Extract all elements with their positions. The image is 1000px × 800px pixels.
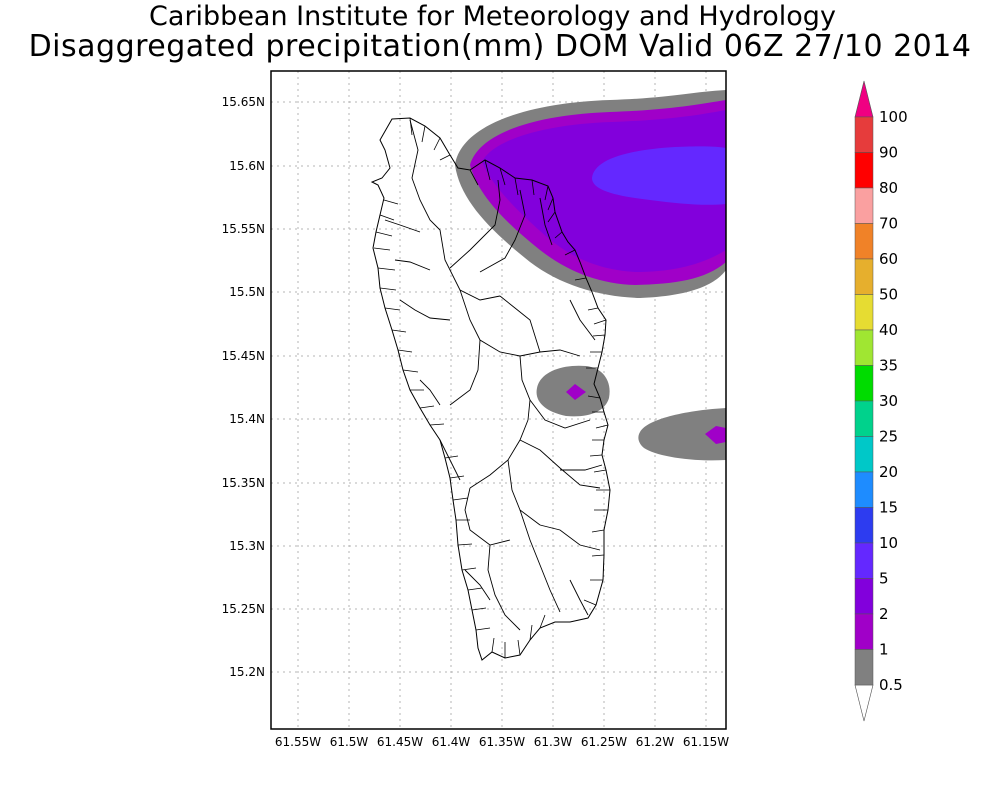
x-tick-label: 61.15W <box>683 735 729 749</box>
colorbar-label: 20 <box>879 463 898 481</box>
river-network <box>384 119 603 631</box>
colorbar-label: 100 <box>879 108 908 126</box>
colorbar-swatch <box>854 116 874 153</box>
colorbar-swatch <box>854 365 874 402</box>
colorbar-label: 25 <box>879 428 898 446</box>
y-axis-labels: 15.65N 15.6N 15.55N 15.5N 15.45N 15.4N 15.35N 1… <box>222 95 265 679</box>
colorbar-label: 50 <box>879 286 898 304</box>
island-outline <box>370 117 611 661</box>
x-tick-label: 61.55W <box>275 735 321 749</box>
y-tick-label: 15.3N <box>229 539 265 553</box>
x-tick-label: 61.45W <box>377 735 423 749</box>
x-tick-label: 61.2W <box>636 735 675 749</box>
y-tick-label: 15.65N <box>222 95 265 109</box>
y-tick-label: 15.45N <box>222 349 265 363</box>
x-tick-label: 61.3W <box>534 735 573 749</box>
y-tick-label: 15.5N <box>229 285 265 299</box>
y-tick-label: 15.35N <box>222 476 265 490</box>
x-axis-labels: 61.55W 61.5W 61.45W 61.4W 61.35W 61.3W 61.25W 6… <box>275 735 729 749</box>
x-tick-label: 61.25W <box>581 735 627 749</box>
map-title-line1: Caribbean Institute for Meteorology and … <box>149 1 836 32</box>
dominica-island <box>370 117 611 661</box>
x-tick-label: 61.5W <box>330 735 369 749</box>
y-tick-label: 15.6N <box>229 159 265 173</box>
y-tick-label: 15.4N <box>229 412 265 426</box>
precip-area-central-1 <box>566 384 586 400</box>
colorbar-swatch <box>854 294 874 331</box>
coastal-streams <box>373 117 610 658</box>
colorbar-label: 35 <box>879 357 898 375</box>
colorbar-legend: 100 90 80 70 60 50 40 35 30 25 20 15 10 5 2 1 0.5 <box>854 80 908 722</box>
colorbar-swatch <box>854 436 874 473</box>
y-tick-label: 15.55N <box>222 222 265 236</box>
colorbar-label: 30 <box>879 392 898 410</box>
colorbar-swatch <box>854 152 874 189</box>
colorbar-label: 60 <box>879 250 898 268</box>
precip-area-east-1 <box>705 426 726 444</box>
colorbar-swatch <box>854 542 874 579</box>
colorbar-label: 70 <box>879 215 898 233</box>
y-tick-label: 15.25N <box>222 602 265 616</box>
x-tick-label: 61.35W <box>479 735 525 749</box>
colorbar-swatch <box>854 471 874 508</box>
colorbar-top-arrow <box>854 80 874 118</box>
precip-area-east-0p5 <box>638 408 726 461</box>
colorbar-label: 1 <box>879 641 889 659</box>
colorbar-swatch <box>854 649 874 686</box>
colorbar-label: 40 <box>879 321 898 339</box>
colorbar-label: 90 <box>879 144 898 162</box>
colorbar-label: 2 <box>879 605 889 623</box>
map-title-line2: Disaggregated precipitation(mm) DOM Vali… <box>28 29 972 64</box>
colorbar-label: 5 <box>879 570 889 588</box>
colorbar-swatch <box>854 578 874 615</box>
colorbar-swatch <box>854 258 874 295</box>
colorbar-swatch <box>854 223 874 260</box>
colorbar-label: 15 <box>879 499 898 517</box>
precipitation-shading <box>455 90 726 461</box>
colorbar-label: 10 <box>879 534 898 552</box>
colorbar-label: 0.5 <box>879 676 903 694</box>
colorbar-swatch <box>854 507 874 544</box>
colorbar-swatch <box>854 329 874 366</box>
colorbar-swatch <box>854 400 874 437</box>
precip-area-5 <box>592 146 726 205</box>
colorbar-label: 80 <box>879 179 898 197</box>
colorbar-swatch <box>854 187 874 224</box>
plot-frame <box>270 70 727 730</box>
y-tick-label: 15.2N <box>229 665 265 679</box>
colorbar-swatch <box>854 613 874 650</box>
colorbar-bottom-arrow <box>854 684 874 722</box>
x-tick-label: 61.4W <box>432 735 471 749</box>
